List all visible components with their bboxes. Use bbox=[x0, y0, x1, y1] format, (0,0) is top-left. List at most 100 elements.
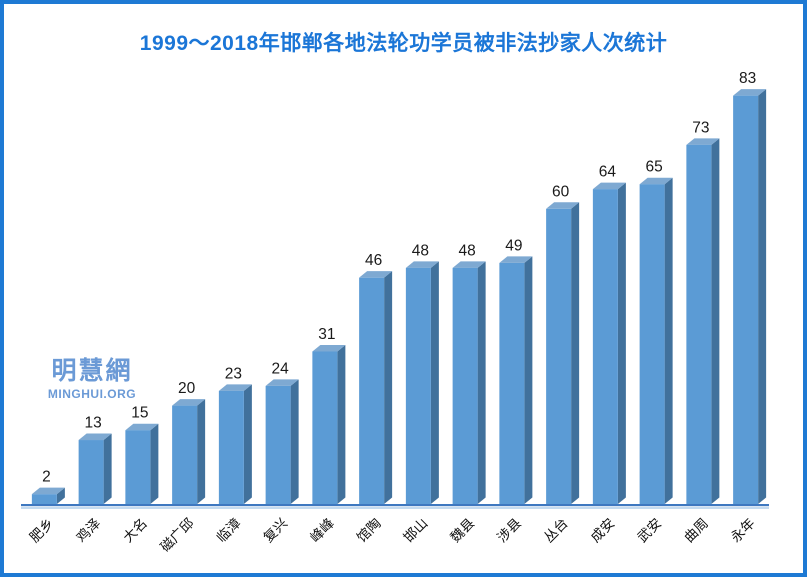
bar-side-face bbox=[664, 177, 673, 504]
bar-top-face bbox=[405, 261, 439, 268]
bar-group: 60 丛台 bbox=[541, 183, 580, 546]
bar-side-face bbox=[571, 202, 580, 505]
bar-value-label: 2 bbox=[42, 469, 51, 486]
bar-group: 20 磁广邱 bbox=[158, 380, 206, 555]
bar-side-face bbox=[56, 487, 65, 504]
x-axis-label: 邯山 bbox=[401, 516, 431, 546]
bar-top-face bbox=[125, 423, 159, 431]
bar-value-label: 64 bbox=[599, 164, 617, 181]
bar-group: 23 临漳 bbox=[213, 365, 252, 545]
bar-side-face bbox=[477, 261, 486, 504]
x-axis-label: 肥乡 bbox=[27, 516, 57, 546]
bar-side-face bbox=[337, 344, 346, 504]
bar-front-face bbox=[359, 277, 385, 504]
x-axis-line-shadow bbox=[21, 507, 769, 509]
x-axis-label: 临漳 bbox=[213, 515, 243, 545]
bar-top-face bbox=[546, 202, 580, 209]
x-axis-label: 复兴 bbox=[260, 515, 290, 545]
bar-group: 48 邯山 bbox=[401, 242, 439, 545]
x-axis-label: 永年 bbox=[728, 516, 758, 546]
bar-top-face bbox=[218, 384, 252, 391]
bar-side-face bbox=[150, 423, 159, 504]
bar-front-face bbox=[686, 144, 712, 504]
bar-group: 31 峰峰 bbox=[307, 326, 346, 545]
x-axis-label: 大名 bbox=[120, 516, 150, 546]
x-axis-label: 峰峰 bbox=[307, 515, 337, 545]
bar-side-face bbox=[758, 89, 767, 504]
minghui-watermark: 明慧網 MINGHUI.ORG bbox=[40, 357, 144, 402]
bar-side-face bbox=[197, 399, 206, 504]
bar-group: 65 武安 bbox=[635, 159, 673, 545]
bar-front-face bbox=[78, 440, 104, 504]
bar-front-face bbox=[546, 208, 572, 505]
bar-top-face bbox=[592, 182, 626, 190]
x-axis-label: 磁广邱 bbox=[158, 516, 197, 555]
bar-top-face bbox=[312, 344, 346, 352]
bar-top-face bbox=[359, 271, 393, 278]
bar-value-label: 31 bbox=[318, 326, 335, 343]
watermark-en-text: MINGHUI.ORG bbox=[47, 387, 137, 401]
bar-top-face bbox=[733, 89, 767, 96]
bar-value-label: 46 bbox=[365, 252, 382, 269]
bar-top-face bbox=[452, 261, 486, 268]
x-axis-label: 丛台 bbox=[541, 516, 571, 546]
bar-front-face bbox=[592, 189, 618, 504]
bar-group: 73 曲周 bbox=[681, 119, 720, 546]
bar-group: 46 馆陶 bbox=[354, 252, 393, 546]
bar-front-face bbox=[405, 267, 431, 504]
x-axis-label: 鸡泽 bbox=[73, 515, 103, 545]
bar-front-face bbox=[218, 390, 244, 504]
bar-value-label: 83 bbox=[739, 70, 756, 87]
bar-top-face bbox=[499, 256, 533, 263]
chart-title: 1999～2018年邯郸各地法轮功学员被非法抄家人次统计 bbox=[139, 32, 668, 55]
bar-value-label: 15 bbox=[131, 405, 148, 422]
bar-side-face bbox=[243, 384, 252, 504]
x-axis-label: 馆陶 bbox=[354, 516, 384, 546]
bar-group: 13 鸡泽 bbox=[73, 415, 112, 545]
bar-group: 49 涉县 bbox=[494, 237, 533, 546]
bar-side-face bbox=[711, 138, 720, 504]
bar-group: 83 永年 bbox=[728, 70, 767, 546]
x-axis-label: 成安 bbox=[588, 516, 618, 546]
bar-front-face bbox=[733, 95, 759, 504]
bar-top-face bbox=[265, 379, 299, 386]
bar-side-face bbox=[103, 433, 112, 504]
bar-front-face bbox=[31, 494, 57, 504]
bar-value-label: 65 bbox=[646, 159, 663, 176]
bar-top-face bbox=[639, 177, 673, 185]
bar-front-face bbox=[499, 262, 525, 504]
bar-group: 48 魏县 bbox=[448, 242, 486, 545]
x-axis-line bbox=[21, 504, 769, 507]
bar-value-label: 48 bbox=[412, 242, 429, 259]
bar-value-label: 73 bbox=[692, 119, 709, 136]
bar-side-face bbox=[384, 271, 393, 504]
x-axis-label: 曲周 bbox=[681, 516, 711, 546]
bar-value-label: 24 bbox=[272, 360, 290, 377]
bar-top-face bbox=[686, 138, 720, 145]
bar-side-face bbox=[524, 256, 533, 504]
bar-value-label: 20 bbox=[178, 380, 196, 397]
bar-top-face bbox=[31, 487, 65, 495]
bar-front-face bbox=[125, 430, 151, 504]
bar-side-face bbox=[617, 182, 626, 504]
bar-group: 24 复兴 bbox=[260, 360, 299, 545]
x-axis-label: 魏县 bbox=[448, 516, 478, 546]
bar-group: 64 成安 bbox=[588, 164, 626, 546]
bar-value-label: 48 bbox=[459, 242, 476, 259]
bar-value-label: 60 bbox=[552, 183, 570, 200]
bar-group: 15 大名 bbox=[120, 405, 159, 546]
x-axis-label: 涉县 bbox=[494, 516, 524, 546]
bar-value-label: 23 bbox=[225, 365, 242, 382]
bar-front-face bbox=[312, 351, 338, 504]
bar-front-face bbox=[452, 267, 478, 504]
bar-top-face bbox=[172, 399, 206, 406]
bar-value-label: 13 bbox=[85, 415, 102, 432]
bar-side-face bbox=[290, 379, 299, 504]
bar-front-face bbox=[639, 184, 665, 504]
bar-group: 2 肥乡 bbox=[27, 469, 65, 546]
watermark-cn-text: 明慧網 bbox=[51, 357, 133, 385]
bar-side-face bbox=[430, 261, 439, 504]
bar-value-label: 49 bbox=[505, 237, 522, 254]
